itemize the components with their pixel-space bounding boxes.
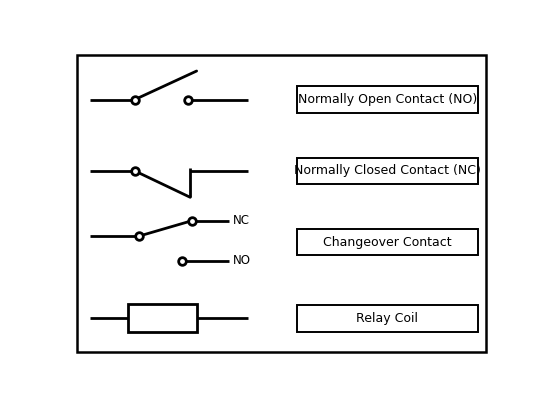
Text: Normally Closed Contact (NC): Normally Closed Contact (NC) — [294, 164, 481, 177]
Text: Normally Open Contact (NO): Normally Open Contact (NO) — [298, 93, 477, 106]
Text: Relay Coil: Relay Coil — [356, 312, 419, 325]
Bar — [129, 304, 197, 332]
Bar — [297, 305, 478, 332]
Text: NO: NO — [233, 254, 251, 268]
Bar — [297, 158, 478, 184]
Bar — [297, 229, 478, 256]
Text: NC: NC — [233, 214, 250, 227]
Text: Changeover Contact: Changeover Contact — [323, 236, 452, 249]
Bar — [297, 86, 478, 113]
